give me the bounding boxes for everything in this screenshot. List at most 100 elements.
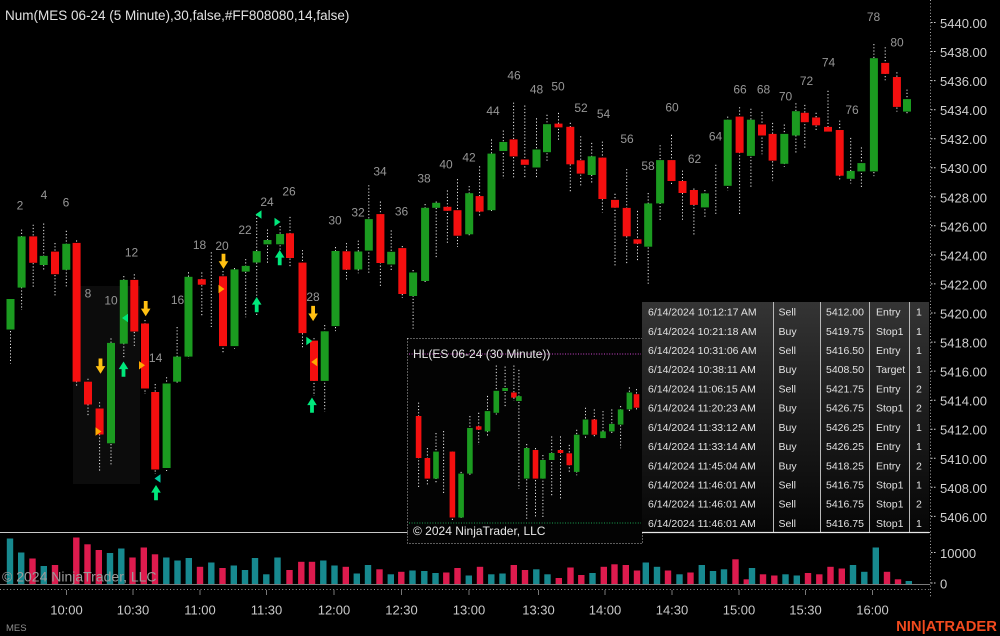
svg-text:5412.00: 5412.00: [826, 307, 864, 319]
svg-text:16:00: 16:00: [856, 603, 889, 618]
svg-text:5416.50: 5416.50: [826, 345, 864, 357]
svg-text:Entry: Entry: [876, 460, 901, 472]
svg-text:76: 76: [845, 103, 859, 117]
svg-text:Sell: Sell: [779, 307, 797, 319]
svg-text:1: 1: [916, 518, 922, 530]
svg-text:58: 58: [641, 159, 655, 173]
svg-text:16: 16: [171, 293, 185, 307]
svg-text:Buy: Buy: [779, 326, 798, 338]
svg-text:Sell: Sell: [779, 518, 797, 530]
svg-text:6/14/2024 11:45:04 AM: 6/14/2024 11:45:04 AM: [648, 460, 756, 472]
svg-text:36: 36: [395, 205, 409, 219]
svg-text:© 2024 NinjaTrader, LLC: © 2024 NinjaTrader, LLC: [2, 569, 157, 585]
svg-text:Stop1: Stop1: [876, 403, 904, 415]
svg-text:6/14/2024 11:06:15 AM: 6/14/2024 11:06:15 AM: [648, 383, 756, 395]
svg-text:78: 78: [867, 10, 881, 24]
svg-text:5426.25: 5426.25: [826, 422, 864, 434]
svg-text:13:30: 13:30: [522, 603, 555, 618]
svg-text:6/14/2024 11:46:01 AM: 6/14/2024 11:46:01 AM: [648, 480, 756, 492]
svg-text:5419.75: 5419.75: [826, 326, 864, 338]
svg-text:6/14/2024 11:20:23 AM: 6/14/2024 11:20:23 AM: [648, 403, 756, 415]
svg-text:5440.00: 5440.00: [940, 16, 987, 31]
svg-text:5418.25: 5418.25: [826, 460, 864, 472]
svg-text:14: 14: [149, 351, 163, 365]
svg-text:0: 0: [940, 577, 947, 592]
svg-text:Buy: Buy: [779, 403, 798, 415]
svg-text:10:00: 10:00: [50, 603, 83, 618]
svg-text:44: 44: [486, 104, 500, 118]
svg-text:Entry: Entry: [876, 383, 901, 395]
svg-text:24: 24: [260, 195, 274, 209]
svg-text:8: 8: [85, 287, 92, 301]
svg-text:5418.00: 5418.00: [940, 336, 987, 351]
svg-text:5410.00: 5410.00: [940, 452, 987, 467]
svg-text:Num(MES 06-24 (5 Minute),30,fa: Num(MES 06-24 (5 Minute),30,false,#FF808…: [5, 8, 349, 23]
svg-text:5416.75: 5416.75: [826, 480, 864, 492]
svg-text:6/14/2024 11:33:14 AM: 6/14/2024 11:33:14 AM: [648, 441, 756, 453]
svg-text:2: 2: [916, 499, 922, 511]
svg-text:Sell: Sell: [779, 383, 797, 395]
svg-text:6/14/2024 10:21:18 AM: 6/14/2024 10:21:18 AM: [648, 326, 757, 338]
svg-text:64: 64: [709, 130, 723, 144]
svg-text:26: 26: [282, 185, 296, 199]
svg-text:40: 40: [439, 158, 453, 172]
svg-text:5420.00: 5420.00: [940, 307, 987, 322]
svg-text:Stop1: Stop1: [876, 480, 904, 492]
svg-text:13:00: 13:00: [453, 603, 486, 618]
svg-text:12:30: 12:30: [385, 603, 418, 618]
svg-text:Entry: Entry: [876, 345, 901, 357]
svg-text:4: 4: [41, 188, 48, 202]
svg-text:5424.00: 5424.00: [940, 248, 987, 263]
svg-text:Entry: Entry: [876, 422, 901, 434]
svg-text:2: 2: [916, 460, 922, 472]
svg-text:Entry: Entry: [876, 307, 901, 319]
svg-text:HL(ES 06-24 (30 Minute)): HL(ES 06-24 (30 Minute)): [413, 347, 550, 361]
svg-text:32: 32: [351, 206, 365, 220]
svg-text:5408.00: 5408.00: [940, 481, 987, 496]
svg-text:Entry: Entry: [876, 441, 901, 453]
svg-text:Buy: Buy: [779, 441, 798, 453]
svg-text:5428.00: 5428.00: [940, 190, 987, 205]
svg-text:1: 1: [916, 480, 922, 492]
svg-text:2: 2: [17, 199, 24, 213]
svg-text:48: 48: [530, 83, 544, 97]
svg-text:52: 52: [574, 101, 588, 115]
svg-text:5434.00: 5434.00: [940, 103, 987, 118]
svg-text:46: 46: [507, 69, 521, 83]
svg-text:5414.00: 5414.00: [940, 394, 987, 409]
svg-text:6/14/2024 11:46:01 AM: 6/14/2024 11:46:01 AM: [648, 499, 756, 511]
svg-text:1: 1: [916, 307, 922, 319]
svg-text:5406.00: 5406.00: [940, 510, 987, 525]
svg-text:10: 10: [104, 294, 118, 308]
svg-text:6: 6: [63, 196, 70, 210]
svg-text:68: 68: [757, 83, 771, 97]
svg-text:10:30: 10:30: [117, 603, 150, 618]
svg-text:5438.00: 5438.00: [940, 45, 987, 60]
svg-text:5422.00: 5422.00: [940, 277, 987, 292]
svg-text:MES: MES: [6, 623, 27, 634]
svg-text:14:00: 14:00: [589, 603, 622, 618]
svg-text:Buy: Buy: [779, 460, 798, 472]
svg-text:42: 42: [462, 151, 476, 165]
svg-text:54: 54: [597, 107, 611, 121]
svg-text:1: 1: [916, 364, 922, 376]
svg-text:22: 22: [238, 223, 252, 237]
svg-text:© 2024 NinjaTrader, LLC: © 2024 NinjaTrader, LLC: [413, 524, 546, 538]
svg-text:80: 80: [890, 36, 904, 50]
svg-text:NIN|ATRADER: NIN|ATRADER: [896, 619, 997, 635]
svg-text:5426.75: 5426.75: [826, 403, 864, 415]
svg-text:15:30: 15:30: [789, 603, 822, 618]
svg-text:6/14/2024 11:46:01 AM: 6/14/2024 11:46:01 AM: [648, 518, 756, 530]
svg-text:6/14/2024 10:12:17 AM: 6/14/2024 10:12:17 AM: [648, 307, 757, 319]
svg-text:6/14/2024 10:31:06 AM: 6/14/2024 10:31:06 AM: [648, 345, 757, 357]
svg-text:5436.00: 5436.00: [940, 74, 987, 89]
svg-text:2: 2: [916, 383, 922, 395]
svg-text:Sell: Sell: [779, 499, 797, 511]
svg-text:5412.00: 5412.00: [940, 423, 987, 438]
svg-text:6/14/2024 11:33:12 AM: 6/14/2024 11:33:12 AM: [648, 422, 756, 434]
svg-text:11:30: 11:30: [251, 603, 283, 618]
svg-text:Stop1: Stop1: [876, 499, 904, 511]
svg-text:5416.75: 5416.75: [826, 499, 864, 511]
svg-text:2: 2: [916, 403, 922, 415]
svg-text:66: 66: [733, 83, 747, 97]
